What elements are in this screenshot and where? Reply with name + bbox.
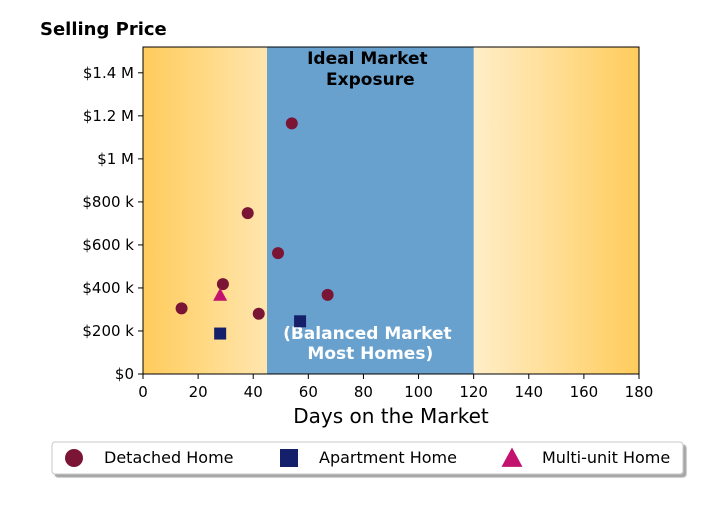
point-circle-0-6 [321, 288, 334, 301]
band-top-label-line-2: Exposure [326, 70, 415, 90]
x-tick-label: 0 [138, 383, 148, 401]
x-tick-label: 120 [459, 383, 488, 401]
x-axis-title: Days on the Market [293, 404, 489, 428]
x-tick-label: 80 [354, 383, 373, 401]
x-tick-label: 100 [404, 383, 433, 401]
point-square-1-1 [294, 315, 307, 328]
y-tick-label: $200 k [82, 322, 134, 340]
y-tick-label: $400 k [82, 279, 134, 297]
point-circle-0-4 [272, 247, 285, 260]
x-tick-label: 160 [570, 383, 599, 401]
point-circle-0-2 [241, 207, 254, 220]
x-tick-label: 180 [625, 383, 654, 401]
y-tick-label: $1 M [97, 150, 134, 168]
legend-label: Multi-unit Home [542, 448, 670, 467]
point-circle-0-0 [175, 302, 188, 315]
data-points [175, 117, 334, 340]
y-axis-ticks: $0 $200 k $400 k $600 k $800 k $1 M $1.2 M $1.4… [82, 64, 143, 383]
y-tick-label: $600 k [82, 236, 134, 254]
point-circle-0-5 [285, 117, 298, 130]
y-tick-label: $0 [115, 365, 134, 383]
legend-marker-circle [65, 449, 83, 467]
band-bottom-label: (Balanced Market Most Homes) [283, 324, 458, 364]
point-circle-0-3 [252, 307, 265, 320]
y-tick-label: $1.4 M [83, 64, 134, 82]
band-bottom-label-line-2: Most Homes) [307, 344, 433, 364]
legend-marker-square [280, 449, 298, 467]
x-tick-label: 140 [514, 383, 543, 401]
y-axis-title: Selling Price [40, 19, 167, 40]
x-tick-label: 40 [244, 383, 263, 401]
legend-label: Detached Home [104, 448, 234, 467]
band-top-label: Ideal Market Exposure [307, 49, 433, 90]
band-top-label-line-1: Ideal Market [307, 49, 428, 69]
x-axis-ticks: 0 20 40 60 80 100 120 140 160 180 [138, 374, 653, 401]
x-tick-label: 20 [189, 383, 208, 401]
point-circle-0-1 [216, 278, 229, 291]
y-tick-label: $1.2 M [83, 107, 134, 125]
band-bottom-label-line-1: (Balanced Market [283, 324, 452, 344]
plot-frame [142, 46, 640, 375]
legend-marker-triangle [501, 447, 523, 467]
legend: Detached Home Apartment Home Multi-unit Ho… [51, 441, 684, 475]
point-triangle-2-0 [213, 287, 228, 301]
y-tick-label: $800 k [82, 193, 134, 211]
legend-label: Apartment Home [319, 448, 457, 467]
x-tick-label: 60 [299, 383, 318, 401]
legend-box [51, 441, 684, 475]
point-square-1-0 [214, 327, 227, 340]
